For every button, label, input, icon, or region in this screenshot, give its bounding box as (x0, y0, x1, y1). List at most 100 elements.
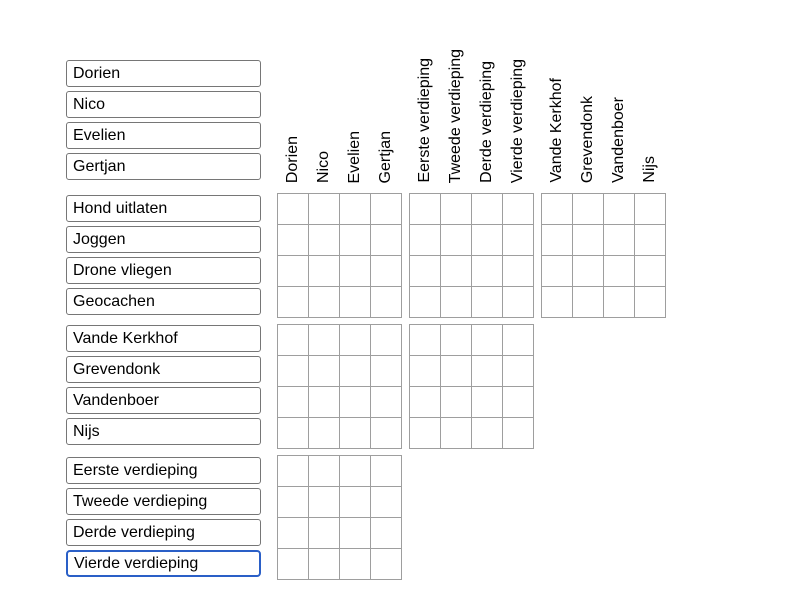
grid-cell[interactable] (371, 256, 401, 286)
grid-cell[interactable] (309, 549, 339, 579)
grid-cell[interactable] (309, 418, 339, 448)
grid-cell[interactable] (503, 387, 533, 417)
input-dorien[interactable] (66, 60, 261, 87)
grid-cell[interactable] (410, 194, 440, 224)
grid-cell[interactable] (441, 256, 471, 286)
grid-cell[interactable] (604, 194, 634, 224)
input-derde-verdieping[interactable] (66, 519, 261, 546)
input-nijs[interactable] (66, 418, 261, 445)
grid-cell[interactable] (278, 549, 308, 579)
input-vande-kerkhof[interactable] (66, 325, 261, 352)
grid-cell[interactable] (340, 356, 370, 386)
grid-cell[interactable] (278, 387, 308, 417)
grid-cell[interactable] (542, 256, 572, 286)
grid-cell[interactable] (340, 225, 370, 255)
grid-cell[interactable] (635, 225, 665, 255)
grid-cell[interactable] (503, 225, 533, 255)
grid-cell[interactable] (542, 225, 572, 255)
grid-cell[interactable] (604, 287, 634, 317)
input-grevendonk[interactable] (66, 356, 261, 383)
grid-cell[interactable] (410, 418, 440, 448)
input-tweede-verdieping[interactable] (66, 488, 261, 515)
grid-cell[interactable] (441, 325, 471, 355)
grid-cell[interactable] (410, 325, 440, 355)
grid-cell[interactable] (309, 325, 339, 355)
input-drone-vliegen[interactable] (66, 257, 261, 284)
grid-cell[interactable] (309, 356, 339, 386)
grid-cell[interactable] (371, 356, 401, 386)
grid-cell[interactable] (542, 287, 572, 317)
grid-cell[interactable] (278, 356, 308, 386)
input-vierde-verdieping-focused[interactable] (66, 550, 261, 577)
grid-cell[interactable] (441, 356, 471, 386)
grid-cell[interactable] (503, 418, 533, 448)
grid-cell[interactable] (472, 194, 502, 224)
grid-cell[interactable] (573, 194, 603, 224)
input-eerste-verdieping[interactable] (66, 457, 261, 484)
grid-cell[interactable] (278, 256, 308, 286)
grid-cell[interactable] (635, 256, 665, 286)
grid-cell[interactable] (309, 518, 339, 548)
grid-cell[interactable] (573, 225, 603, 255)
grid-cell[interactable] (371, 518, 401, 548)
grid-cell[interactable] (309, 225, 339, 255)
grid-cell[interactable] (410, 387, 440, 417)
grid-cell[interactable] (441, 387, 471, 417)
grid-cell[interactable] (340, 194, 370, 224)
grid-cell[interactable] (441, 194, 471, 224)
grid-cell[interactable] (410, 256, 440, 286)
input-vandenboer[interactable] (66, 387, 261, 414)
grid-cell[interactable] (441, 418, 471, 448)
grid-cell[interactable] (371, 549, 401, 579)
grid-cell[interactable] (573, 256, 603, 286)
grid-cell[interactable] (340, 549, 370, 579)
grid-cell[interactable] (340, 325, 370, 355)
grid-cell[interactable] (472, 256, 502, 286)
grid-cell[interactable] (371, 225, 401, 255)
grid-cell[interactable] (309, 387, 339, 417)
grid-cell[interactable] (278, 225, 308, 255)
input-gertjan[interactable] (66, 153, 261, 180)
grid-cell[interactable] (472, 225, 502, 255)
input-hond-uitlaten[interactable] (66, 195, 261, 222)
grid-cell[interactable] (309, 487, 339, 517)
grid-cell[interactable] (441, 287, 471, 317)
grid-cell[interactable] (604, 225, 634, 255)
grid-cell[interactable] (371, 487, 401, 517)
input-geocachen[interactable] (66, 288, 261, 315)
grid-cell[interactable] (573, 287, 603, 317)
grid-cell[interactable] (309, 194, 339, 224)
grid-cell[interactable] (503, 194, 533, 224)
grid-cell[interactable] (371, 418, 401, 448)
grid-cell[interactable] (340, 387, 370, 417)
input-nico[interactable] (66, 91, 261, 118)
grid-cell[interactable] (340, 518, 370, 548)
grid-cell[interactable] (472, 356, 502, 386)
grid-cell[interactable] (371, 194, 401, 224)
grid-cell[interactable] (340, 456, 370, 486)
grid-cell[interactable] (278, 194, 308, 224)
grid-cell[interactable] (340, 256, 370, 286)
grid-cell[interactable] (309, 456, 339, 486)
grid-cell[interactable] (635, 287, 665, 317)
grid-cell[interactable] (309, 287, 339, 317)
grid-cell[interactable] (278, 487, 308, 517)
input-evelien[interactable] (66, 122, 261, 149)
grid-cell[interactable] (340, 287, 370, 317)
grid-cell[interactable] (472, 325, 502, 355)
grid-cell[interactable] (371, 325, 401, 355)
grid-cell[interactable] (542, 194, 572, 224)
grid-cell[interactable] (604, 256, 634, 286)
grid-cell[interactable] (278, 456, 308, 486)
grid-cell[interactable] (472, 418, 502, 448)
grid-cell[interactable] (309, 256, 339, 286)
grid-cell[interactable] (472, 287, 502, 317)
grid-cell[interactable] (278, 518, 308, 548)
grid-cell[interactable] (340, 487, 370, 517)
grid-cell[interactable] (278, 287, 308, 317)
grid-cell[interactable] (340, 418, 370, 448)
grid-cell[interactable] (503, 325, 533, 355)
grid-cell[interactable] (278, 325, 308, 355)
grid-cell[interactable] (635, 194, 665, 224)
input-joggen[interactable] (66, 226, 261, 253)
